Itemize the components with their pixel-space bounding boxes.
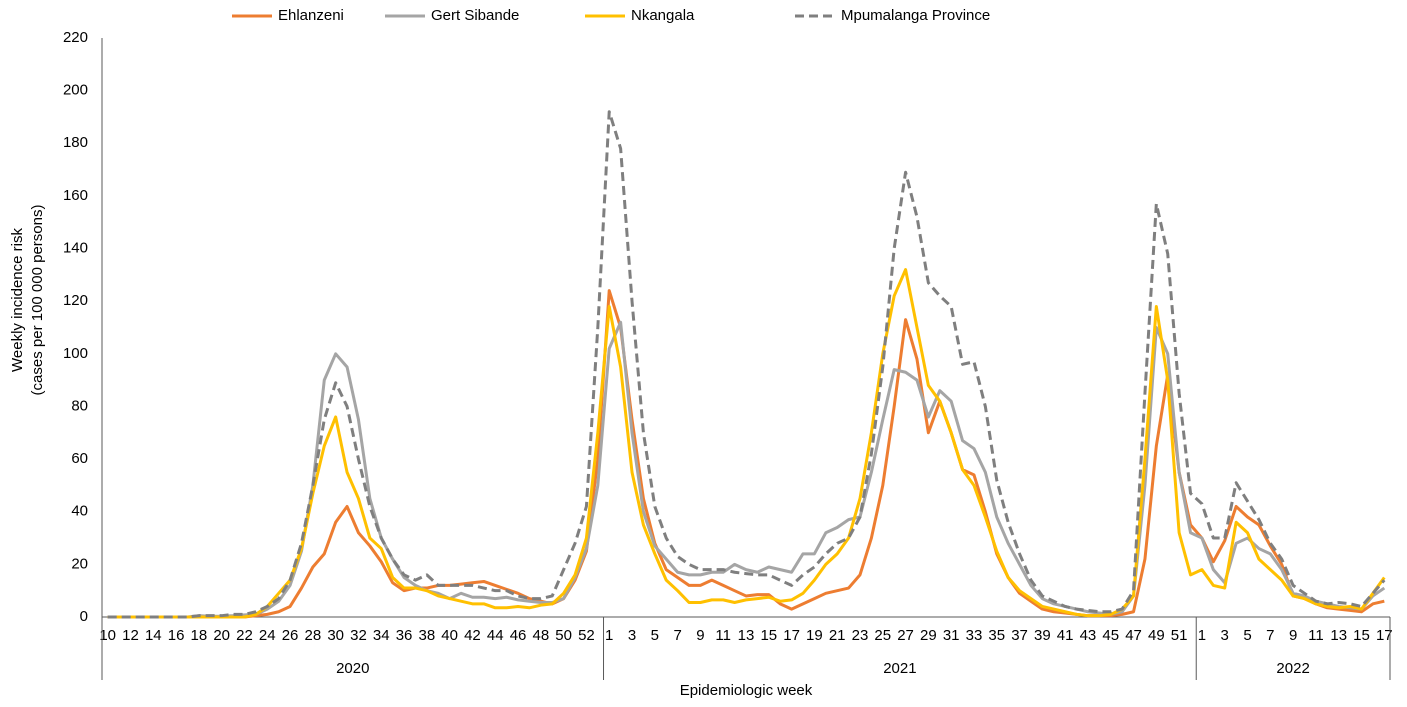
legend-label: Gert Sibande [431, 7, 519, 24]
x-tick-label: 37 [1011, 627, 1028, 644]
x-tick-label: 36 [396, 627, 413, 644]
x-tick-label: 15 [760, 627, 777, 644]
x-tick-label: 52 [578, 627, 595, 644]
y-tick-label: 140 [63, 240, 88, 257]
x-tick-label: 31 [943, 627, 960, 644]
x-tick-label: 9 [696, 627, 704, 644]
y-tick-label: 120 [63, 292, 88, 309]
x-tick-label: 49 [1148, 627, 1165, 644]
x-tick-label: 3 [1221, 627, 1229, 644]
x-tick-label: 45 [1102, 627, 1119, 644]
x-tick-label: 30 [327, 627, 344, 644]
x-tick-label: 34 [373, 627, 390, 644]
y-tick-label: 200 [63, 82, 88, 99]
x-tick-label: 17 [783, 627, 800, 644]
x-tick-label: 50 [555, 627, 572, 644]
x-tick-label: 3 [628, 627, 636, 644]
year-label: 2021 [883, 660, 916, 677]
x-tick-label: 7 [673, 627, 681, 644]
x-tick-label: 47 [1125, 627, 1142, 644]
y-tick-label: 40 [71, 503, 88, 520]
x-tick-label: 18 [191, 627, 208, 644]
x-tick-label: 9 [1289, 627, 1297, 644]
x-tick-label: 35 [988, 627, 1005, 644]
year-label: 2022 [1276, 660, 1309, 677]
x-tick-label: 26 [282, 627, 299, 644]
x-tick-label: 20 [213, 627, 230, 644]
x-tick-label: 48 [532, 627, 549, 644]
x-tick-label: 5 [1243, 627, 1251, 644]
y-tick-label: 0 [80, 608, 88, 625]
legend-label: Ehlanzeni [278, 7, 344, 24]
legend-label: Mpumalanga Province [841, 7, 990, 24]
x-tick-label: 41 [1057, 627, 1074, 644]
x-tick-label: 17 [1376, 627, 1393, 644]
x-tick-label: 16 [168, 627, 185, 644]
x-tick-label: 24 [259, 627, 276, 644]
x-tick-label: 14 [145, 627, 162, 644]
x-tick-label: 23 [852, 627, 869, 644]
x-axis-title: Epidemiologic week [680, 682, 813, 699]
series-line [107, 110, 1386, 619]
y-tick-label: 160 [63, 187, 88, 204]
x-tick-label: 25 [874, 627, 891, 644]
x-tick-label: 32 [350, 627, 367, 644]
x-tick-label: 28 [305, 627, 322, 644]
y-tick-label: 80 [71, 397, 88, 414]
y-tick-label: 220 [63, 29, 88, 46]
x-tick-label: 7 [1266, 627, 1274, 644]
x-tick-label: 13 [1330, 627, 1347, 644]
x-tick-label: 43 [1080, 627, 1097, 644]
x-tick-label: 33 [966, 627, 983, 644]
x-tick-label: 5 [651, 627, 659, 644]
series-line [107, 268, 1386, 619]
x-tick-label: 40 [441, 627, 458, 644]
x-tick-label: 39 [1034, 627, 1051, 644]
year-label: 2020 [336, 660, 369, 677]
y-axis-title: Weekly incidence risk [9, 228, 26, 372]
x-tick-label: 1 [605, 627, 613, 644]
x-tick-label: 38 [419, 627, 436, 644]
y-axis-title: (cases per 100 000 persons) [29, 205, 46, 396]
x-tick-label: 11 [715, 627, 731, 644]
x-tick-label: 13 [738, 627, 755, 644]
x-tick-label: 46 [510, 627, 527, 644]
x-tick-label: 27 [897, 627, 914, 644]
y-tick-label: 60 [71, 450, 88, 467]
y-tick-label: 180 [63, 134, 88, 151]
x-tick-label: 15 [1353, 627, 1370, 644]
x-tick-label: 10 [99, 627, 116, 644]
y-tick-label: 20 [71, 555, 88, 572]
x-tick-label: 11 [1308, 627, 1324, 644]
x-tick-label: 29 [920, 627, 937, 644]
x-tick-label: 51 [1171, 627, 1188, 644]
x-tick-label: 44 [487, 627, 504, 644]
series-line [107, 320, 1386, 619]
x-tick-label: 12 [122, 627, 139, 644]
y-tick-label: 100 [63, 345, 88, 362]
legend-label: Nkangala [631, 7, 695, 24]
x-tick-label: 42 [464, 627, 481, 644]
x-tick-label: 21 [829, 627, 846, 644]
x-tick-label: 1 [1198, 627, 1206, 644]
x-tick-label: 22 [236, 627, 253, 644]
x-tick-label: 19 [806, 627, 823, 644]
